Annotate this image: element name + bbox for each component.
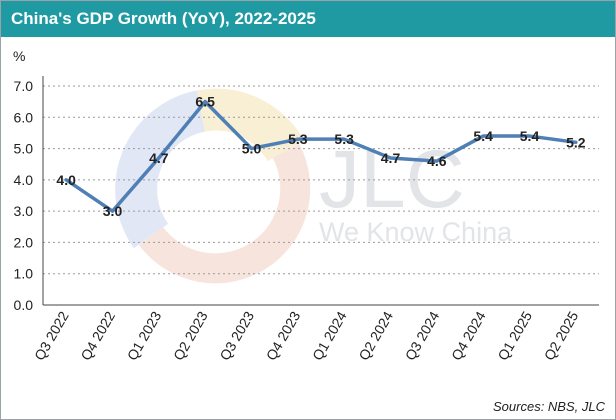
data-label: 3.0	[103, 203, 123, 219]
x-axis-ticks: Q3 2022 Q4 2022 Q1 2023 Q2 2023 Q3 2023 Q4 20…	[31, 308, 581, 363]
y-tick-label: 7.0	[14, 78, 34, 94]
y-tick-label: 4.0	[14, 172, 34, 188]
data-label: 4.7	[381, 150, 401, 166]
title-bar: China's GDP Growth (YoY), 2022-2025	[1, 1, 615, 37]
y-tick-label: 3.0	[14, 203, 34, 219]
source-note: Sources: NBS, JLC	[493, 399, 605, 414]
data-labels: 4.0 3.0 4.7 6.5 5.0 5.3 5.3 4.7 4.6 5.4 5.4 5.2	[56, 94, 585, 219]
y-tick-label: 2.0	[14, 234, 34, 250]
chart-title: China's GDP Growth (YoY), 2022-2025	[11, 9, 316, 28]
data-label: 5.4	[520, 128, 540, 144]
data-label: 4.7	[149, 150, 169, 166]
data-label: 5.2	[566, 134, 586, 150]
x-tick-label: Q4 2024	[448, 308, 489, 363]
x-tick-label: Q4 2022	[77, 308, 118, 363]
watermark: JLC We Know China	[115, 88, 513, 284]
data-label: 5.0	[242, 141, 262, 157]
series-line	[64, 99, 578, 213]
x-tick-label: Q3 2023	[216, 308, 257, 363]
watermark-tagline: We Know China	[319, 217, 513, 247]
axes	[42, 76, 599, 306]
data-label: 4.6	[427, 153, 447, 169]
y-tick-label: 6.0	[14, 109, 34, 125]
data-series	[64, 99, 578, 213]
data-label: 5.3	[334, 131, 354, 147]
x-tick-label: Q4 2023	[263, 308, 304, 363]
data-label: 5.4	[473, 128, 493, 144]
x-tick-label: Q3 2024	[402, 308, 443, 363]
y-tick-label: 1.0	[14, 266, 34, 282]
y-axis-ticks: 0.0 1.0 2.0 3.0 4.0 5.0 6.0 7.0	[14, 78, 34, 313]
x-tick-label: Q2 2023	[170, 308, 211, 363]
y-tick-label: 0.0	[14, 297, 34, 313]
y-axis-unit: %	[13, 48, 26, 64]
x-tick-label: Q1 2024	[309, 308, 350, 363]
watermark-logo: JLC	[319, 134, 465, 225]
x-tick-label: Q2 2025	[541, 308, 582, 363]
data-label: 4.0	[56, 172, 76, 188]
data-label: 6.5	[195, 94, 215, 110]
x-tick-label: Q1 2025	[494, 308, 535, 363]
x-tick-label: Q2 2024	[355, 308, 396, 363]
watermark-logo-icon	[115, 88, 311, 284]
x-tick-label: Q3 2022	[31, 308, 72, 363]
data-label: 5.3	[288, 131, 308, 147]
x-tick-label: Q1 2023	[124, 308, 165, 363]
y-tick-label: 5.0	[14, 141, 34, 157]
